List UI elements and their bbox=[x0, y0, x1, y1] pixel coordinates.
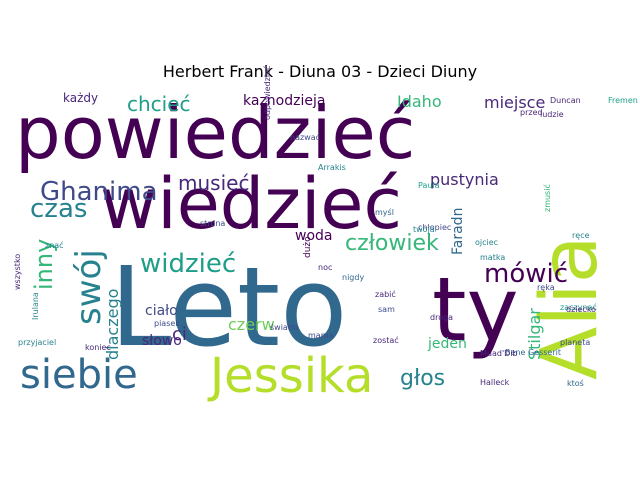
cloud-word: zaczynać bbox=[560, 302, 597, 312]
cloud-word: Jessika bbox=[207, 348, 373, 404]
cloud-word: matka bbox=[480, 253, 505, 262]
cloud-word: ty bbox=[432, 258, 519, 361]
cloud-word: strona bbox=[200, 219, 225, 228]
cloud-word: mama bbox=[308, 331, 333, 340]
cloud-word: Ghanima bbox=[40, 177, 158, 207]
cloud-word: głos bbox=[400, 366, 445, 391]
cloud-word: Leto bbox=[110, 243, 347, 371]
cloud-word: twoja bbox=[413, 225, 435, 234]
cloud-word: Halleck bbox=[480, 378, 510, 387]
cloud-word: Idaho bbox=[397, 92, 442, 111]
cloud-word: swój bbox=[69, 249, 109, 325]
cloud-word: Arrakis bbox=[318, 163, 346, 172]
cloud-word: światło bbox=[270, 322, 298, 332]
cloud-word: koniec bbox=[85, 343, 111, 352]
cloud-word: jeden bbox=[427, 336, 467, 352]
cloud-word: myśl bbox=[375, 207, 394, 217]
cloud-word: mówić bbox=[484, 259, 568, 289]
cloud-word: dużo bbox=[303, 236, 313, 258]
cloud-word: wiedzieć bbox=[100, 163, 402, 245]
cloud-word: nazwać bbox=[290, 132, 320, 142]
cloud-word: sam bbox=[378, 305, 395, 314]
cloud-word: planeta bbox=[560, 338, 590, 347]
cloud-word: nigdy bbox=[342, 273, 364, 282]
cloud-word: zostać bbox=[373, 335, 399, 345]
cloud-word: piasek bbox=[154, 319, 180, 328]
cloud-word: czas bbox=[30, 194, 87, 224]
cloud-word: Muad'Dib bbox=[480, 349, 518, 358]
cloud-word: noc bbox=[318, 263, 332, 272]
cloud-word: musieć bbox=[178, 171, 249, 195]
cloud-word: przed bbox=[520, 108, 543, 117]
cloud-word: ktoś bbox=[567, 378, 584, 388]
cloud-word: Bene Gesserit bbox=[505, 348, 561, 357]
cloud-word: kaznodzieja bbox=[243, 93, 325, 109]
cloud-word: widzieć bbox=[140, 249, 236, 279]
figure-title: Herbert Frank - Diuna 03 - Dzieci Diuny bbox=[162, 62, 478, 81]
cloud-word: dziecko bbox=[566, 305, 596, 314]
cloud-word: chłopiec bbox=[418, 223, 451, 232]
cloud-word: Duncan bbox=[550, 96, 581, 105]
cloud-word: Fremen bbox=[608, 96, 638, 105]
cloud-word: ręce bbox=[572, 231, 590, 240]
cloud-word: Faradn bbox=[450, 208, 466, 255]
cloud-word: siebie bbox=[20, 352, 138, 398]
cloud-word: odpowiedzieć bbox=[262, 66, 272, 120]
cloud-word: chcieć bbox=[127, 92, 191, 116]
cloud-word: ręka bbox=[537, 283, 555, 292]
cloud-word: zmusić bbox=[542, 184, 552, 212]
cloud-word: ciało bbox=[145, 303, 178, 319]
cloud-word: droga bbox=[430, 313, 453, 322]
cloud-word: dlaczego bbox=[103, 289, 122, 360]
cloud-word: ojciec bbox=[475, 238, 498, 247]
cloud-word: ludzie bbox=[540, 110, 564, 119]
cloud-word: Alia bbox=[525, 236, 615, 381]
cloud-word: pustynia bbox=[430, 170, 499, 189]
cloud-word: miejsce bbox=[484, 93, 545, 112]
cloud-word: każdy bbox=[63, 91, 98, 105]
cloud-word: czerw bbox=[228, 315, 275, 334]
cloud-word: inny bbox=[30, 239, 58, 290]
cloud-word: Stilgar bbox=[525, 308, 544, 360]
cloud-word: woda bbox=[295, 228, 332, 244]
cloud-word: przyjaciel bbox=[18, 338, 56, 347]
cloud-word: ci bbox=[172, 324, 187, 345]
cloud-word: człowiek bbox=[345, 231, 439, 256]
cloud-word: słowo bbox=[142, 333, 182, 349]
cloud-word: Paula bbox=[418, 181, 440, 190]
cloud-word: powiedzieć bbox=[15, 91, 415, 175]
cloud-word: Irulana bbox=[31, 292, 40, 320]
cloud-word: wszystko bbox=[13, 254, 22, 290]
cloud-word: znać bbox=[45, 240, 64, 250]
cloud-word: zabić bbox=[375, 289, 396, 299]
